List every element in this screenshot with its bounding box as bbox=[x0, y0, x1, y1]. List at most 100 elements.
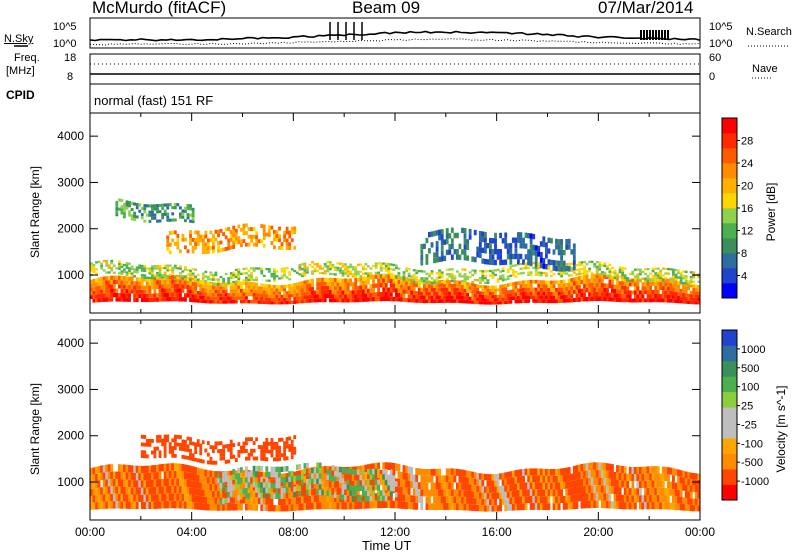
power-panel-cell bbox=[448, 283, 452, 288]
velocity-panel-cell bbox=[173, 493, 177, 501]
power-panel-cell bbox=[240, 292, 243, 297]
power-panel-cell bbox=[273, 268, 276, 271]
power-panel-cell bbox=[491, 276, 495, 279]
velocity-panel-cell bbox=[529, 475, 533, 483]
power-panel-cell bbox=[519, 263, 523, 266]
power-panel-cell bbox=[135, 285, 139, 290]
power-panel-cell bbox=[491, 269, 495, 272]
velocity-panel-cell bbox=[313, 473, 317, 481]
power-panel-cell bbox=[595, 270, 599, 273]
power-panel-cell bbox=[143, 265, 147, 268]
velocity-panel-cell bbox=[458, 469, 462, 476]
power-panel-cell bbox=[682, 281, 686, 285]
power-panel-cell bbox=[201, 275, 205, 278]
velocity-panel-cell bbox=[542, 475, 546, 483]
power-panel-cell bbox=[649, 294, 653, 299]
power-panel-cell bbox=[229, 300, 233, 304]
velocity-panel-cell bbox=[176, 434, 180, 439]
power-panel-cell bbox=[417, 287, 421, 292]
velocity-panel-cell bbox=[212, 484, 215, 491]
velocity-panel-cell bbox=[359, 496, 363, 502]
power-panel-cell bbox=[486, 281, 490, 284]
velocity-panel-cell bbox=[694, 492, 698, 499]
power-panel-cell bbox=[153, 276, 157, 279]
power-panel-cell bbox=[328, 290, 332, 295]
velocity-panel-cell bbox=[435, 489, 439, 497]
velocity-panel-cell bbox=[229, 491, 233, 497]
velocity-panel-cell bbox=[359, 485, 363, 491]
power-panel-cell bbox=[171, 271, 175, 274]
velocity-panel-cell bbox=[148, 501, 152, 509]
power-panel-cell bbox=[557, 244, 561, 250]
power-panel-cell bbox=[478, 252, 482, 258]
velocity-panel-cell bbox=[600, 477, 604, 486]
power-panel-cell bbox=[527, 273, 531, 276]
power-panel-cell bbox=[156, 265, 159, 268]
velocity-panel-cell bbox=[395, 485, 398, 494]
power-panel-cell bbox=[641, 298, 645, 303]
power-panel-cell bbox=[697, 291, 701, 295]
velocity-panel-cell bbox=[295, 490, 299, 498]
power-panel-cell bbox=[496, 288, 500, 292]
velocity-panel-cell bbox=[659, 502, 663, 510]
power-panel-cell bbox=[176, 288, 180, 293]
velocity-panel-cell bbox=[641, 466, 645, 474]
velocity-panel-cell bbox=[255, 490, 259, 498]
power-panel-cell bbox=[494, 301, 497, 305]
power-panel-cell bbox=[374, 262, 378, 265]
velocity-panel-cell bbox=[186, 465, 190, 473]
power-panel-cell bbox=[130, 285, 134, 290]
velocity-panel-cell bbox=[606, 463, 609, 471]
velocity-panel-cell bbox=[247, 493, 251, 499]
velocity-panel-cell bbox=[468, 471, 472, 478]
velocity-panel-cell bbox=[128, 465, 131, 473]
velocity-panel-cell bbox=[433, 496, 436, 504]
velocity-panel-cell bbox=[323, 473, 327, 481]
power-panel-cell bbox=[189, 269, 192, 272]
velocity-panel-cell bbox=[145, 494, 149, 502]
power-panel-cell bbox=[252, 234, 256, 239]
power-panel-cell bbox=[204, 292, 208, 296]
velocity-panel-cell bbox=[504, 478, 508, 486]
velocity-panel-cell bbox=[257, 471, 261, 478]
power-panel-cell bbox=[308, 283, 312, 288]
velocity-panel-cell bbox=[290, 504, 294, 511]
power-panel-cell bbox=[593, 296, 597, 301]
power-panel-cell bbox=[354, 298, 358, 303]
velocity-panel-cell bbox=[511, 470, 515, 478]
velocity-panel-cell bbox=[415, 468, 419, 475]
velocity-panel-cell bbox=[156, 464, 159, 473]
power-panel-cell bbox=[603, 262, 607, 265]
power-panel-cell bbox=[306, 269, 309, 272]
velocity-panel-cell bbox=[506, 484, 510, 492]
velocity-panel-cell bbox=[359, 501, 363, 509]
velocity-panel-cell bbox=[600, 485, 604, 493]
velocity-panel-cell bbox=[151, 439, 154, 443]
power-panel-cell bbox=[351, 268, 355, 271]
power-panel-cell bbox=[265, 297, 269, 301]
power-panel-cell bbox=[346, 265, 350, 269]
velocity-panel-cell bbox=[140, 450, 144, 455]
power-panel-cell bbox=[344, 278, 348, 283]
velocity-panel-cell bbox=[379, 490, 383, 496]
power-panel-cell bbox=[313, 290, 317, 295]
velocity-panel-cell bbox=[227, 447, 231, 452]
power-panel-cell bbox=[664, 298, 668, 303]
power-panel-cell bbox=[389, 275, 393, 278]
power-panel-cell bbox=[115, 288, 119, 293]
power-panel-cell bbox=[453, 283, 457, 288]
velocity-panel-cell bbox=[384, 496, 388, 502]
power-panel-cell bbox=[148, 210, 152, 214]
power-panel-cell bbox=[537, 251, 541, 257]
power-panel-cell bbox=[214, 286, 218, 290]
velocity-panel-cell bbox=[275, 482, 279, 489]
velocity-panel-cell bbox=[148, 439, 152, 443]
velocity-panel-cell bbox=[384, 474, 388, 480]
power-panel-cell bbox=[478, 284, 482, 289]
velocity-panel-cell bbox=[224, 476, 228, 482]
power-panel-cell bbox=[201, 279, 205, 282]
power-panel-cell bbox=[644, 290, 647, 295]
velocity-panel-cell bbox=[603, 500, 607, 509]
velocity-panel-cell bbox=[623, 495, 627, 503]
power-panel-cell bbox=[222, 280, 226, 283]
